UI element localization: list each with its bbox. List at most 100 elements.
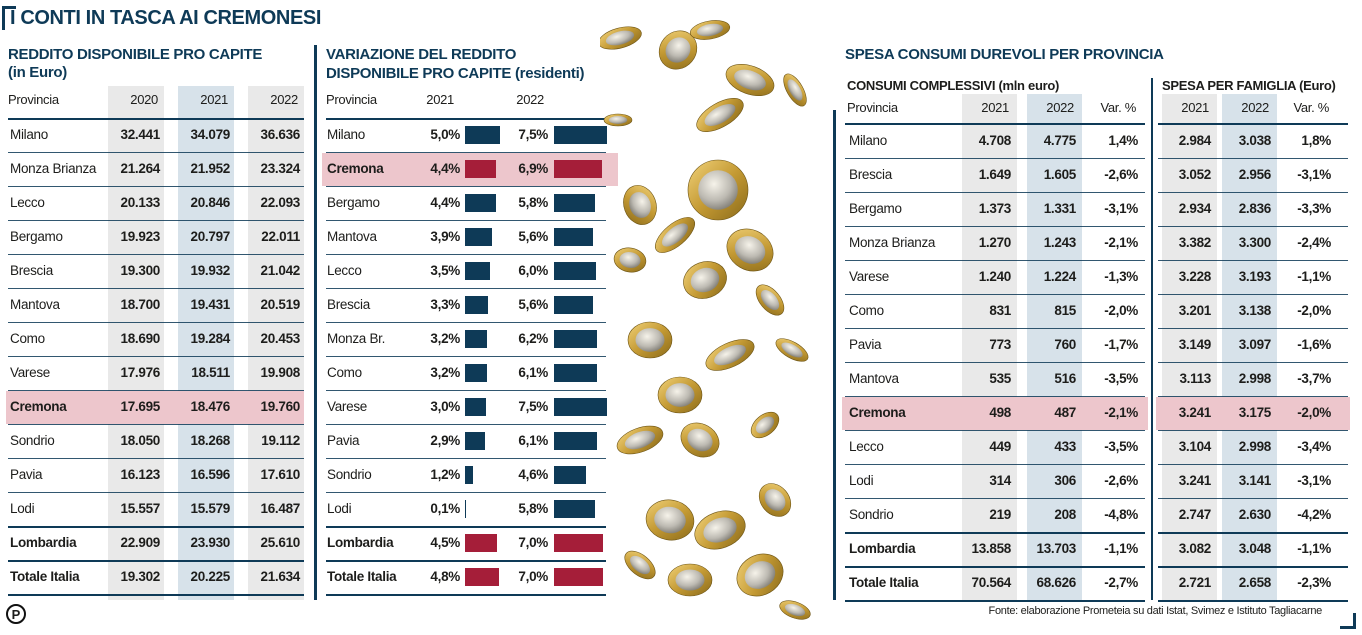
value-cell: -2,7%: [1104, 575, 1138, 590]
value-cell: 7,5%: [518, 127, 548, 142]
province-name: Como: [849, 303, 884, 318]
value-cell: 3.082: [1178, 541, 1212, 556]
province-name: Pavia: [849, 337, 882, 352]
province-name: Lecco: [327, 263, 362, 278]
value-cell: 1,4%: [1108, 133, 1138, 148]
bar-2021: [465, 296, 489, 314]
col-bg: [1027, 94, 1082, 600]
value-cell: 23.930: [190, 535, 231, 550]
row-rule: [8, 152, 304, 153]
value-cell: 19.431: [190, 297, 231, 312]
row-rule: [326, 288, 606, 289]
value-cell: 1.373: [978, 201, 1012, 216]
row-rule: [326, 560, 606, 562]
province-name: Milano: [849, 133, 887, 148]
highlight-row: [1156, 397, 1350, 430]
value-cell: 4,8%: [430, 569, 460, 584]
value-cell: 1.224: [1043, 269, 1077, 284]
value-cell: 18.268: [190, 433, 231, 448]
value-cell: 3.104: [1178, 439, 1212, 454]
value-cell: 4,6%: [518, 467, 548, 482]
value-cell: 20.519: [260, 297, 301, 312]
province-name: Pavia: [10, 467, 43, 482]
row-rule: [845, 532, 1145, 534]
value-cell: -2,0%: [1297, 303, 1331, 318]
bar-2021: [465, 160, 496, 178]
reddito-title: REDDITO DISPONIBILE PRO CAPITE: [8, 46, 263, 63]
value-cell: 3.193: [1238, 269, 1272, 284]
value-cell: 19.932: [190, 263, 231, 278]
row-rule: [1158, 226, 1348, 227]
province-name: Brescia: [327, 297, 370, 312]
value-cell: -4,2%: [1297, 507, 1331, 522]
reddito-unit: (in Euro): [8, 64, 67, 81]
value-cell: 21.042: [260, 263, 301, 278]
coin: [775, 338, 809, 362]
bar-2022: [554, 500, 595, 518]
bar-2022: [554, 466, 587, 484]
value-cell: -3,5%: [1104, 371, 1138, 386]
province-name: Como: [10, 331, 45, 346]
province-name: Lodi: [10, 501, 35, 516]
row-rule: [845, 396, 1145, 397]
value-cell: 6,1%: [518, 365, 548, 380]
value-cell: 1.240: [978, 269, 1012, 284]
value-cell: 1.270: [978, 235, 1012, 250]
corner-mark: [1340, 613, 1356, 629]
value-cell: 6,2%: [518, 331, 548, 346]
coin: [696, 98, 744, 132]
bar-2022: [554, 534, 603, 552]
value-cell: 19.908: [260, 365, 301, 380]
value-cell: 3.241: [1178, 473, 1212, 488]
row-rule: [8, 458, 304, 459]
coin: [736, 553, 784, 597]
province-name: Lodi: [327, 501, 352, 516]
value-cell: 3.138: [1238, 303, 1272, 318]
variazione-title: VARIAZIONE DEL REDDITO: [326, 46, 517, 63]
province-name: Lodi: [849, 473, 874, 488]
header-rule: [1158, 123, 1348, 125]
bar-2021: [465, 466, 474, 484]
value-cell: 3.052: [1178, 167, 1212, 182]
row-rule: [845, 294, 1145, 295]
value-cell: 1.649: [978, 167, 1012, 182]
province-name: Pavia: [327, 433, 360, 448]
bar-2021: [465, 330, 488, 348]
value-cell: 0,1%: [430, 501, 460, 516]
row-rule: [1158, 430, 1348, 431]
row-rule: [845, 566, 1145, 568]
province-name: Cremona: [10, 399, 67, 414]
column-header: 2021: [200, 92, 228, 107]
value-cell: 22.011: [261, 229, 300, 244]
column-header: Provincia: [326, 92, 377, 107]
value-cell: 7,0%: [518, 535, 548, 550]
value-cell: 3,2%: [430, 365, 460, 380]
province-name: Lombardia: [327, 535, 394, 550]
column-header: 2021: [981, 100, 1009, 115]
value-cell: 13.703: [1036, 541, 1077, 556]
col-2022-bg: [248, 86, 304, 600]
row-rule: [845, 158, 1145, 159]
province-name: Milano: [327, 127, 365, 142]
row-rule: [326, 356, 606, 357]
bar-2021: [465, 432, 486, 450]
coin: [783, 73, 807, 107]
value-cell: 2.934: [1178, 201, 1212, 216]
value-cell: 17.976: [120, 365, 161, 380]
row-rule: [8, 560, 304, 562]
value-cell: 18.476: [190, 399, 231, 414]
col-bg: [1222, 94, 1277, 600]
value-cell: 3,0%: [430, 399, 460, 414]
value-cell: 32.441: [120, 127, 161, 142]
column-header: 2022: [516, 92, 544, 107]
coin: [694, 510, 746, 550]
coin: [680, 422, 720, 458]
value-cell: -3,7%: [1297, 371, 1331, 386]
value-cell: -3,3%: [1297, 201, 1331, 216]
row-rule: [326, 458, 606, 459]
row-rule: [845, 328, 1145, 329]
row-rule: [8, 526, 304, 528]
row-rule: [326, 526, 606, 528]
coin: [657, 376, 703, 414]
bar-2022: [554, 262, 596, 280]
